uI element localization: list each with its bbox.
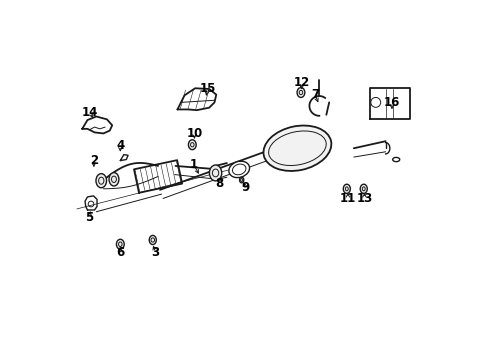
Text: 8: 8 (215, 177, 224, 190)
Ellipse shape (109, 172, 119, 186)
Ellipse shape (360, 184, 366, 193)
Text: 5: 5 (85, 211, 93, 224)
Ellipse shape (149, 235, 156, 244)
Ellipse shape (392, 157, 399, 162)
Text: 12: 12 (293, 76, 309, 89)
Ellipse shape (296, 87, 304, 98)
Text: 9: 9 (241, 181, 249, 194)
Ellipse shape (96, 174, 106, 188)
Text: 16: 16 (383, 96, 399, 109)
Text: 4: 4 (116, 139, 124, 152)
Text: 14: 14 (81, 106, 98, 119)
Ellipse shape (209, 165, 221, 181)
Text: 13: 13 (356, 192, 372, 205)
Text: 7: 7 (310, 88, 319, 101)
Text: 1: 1 (189, 158, 197, 171)
Text: 11: 11 (339, 192, 355, 205)
Text: 10: 10 (186, 127, 202, 140)
Ellipse shape (228, 161, 249, 177)
Ellipse shape (239, 177, 244, 183)
Text: 6: 6 (116, 246, 124, 259)
Ellipse shape (343, 184, 349, 193)
Text: 3: 3 (151, 246, 159, 259)
Text: 2: 2 (90, 154, 98, 167)
Text: 15: 15 (199, 82, 215, 95)
Ellipse shape (188, 140, 196, 150)
Ellipse shape (116, 239, 124, 249)
Ellipse shape (263, 126, 331, 171)
